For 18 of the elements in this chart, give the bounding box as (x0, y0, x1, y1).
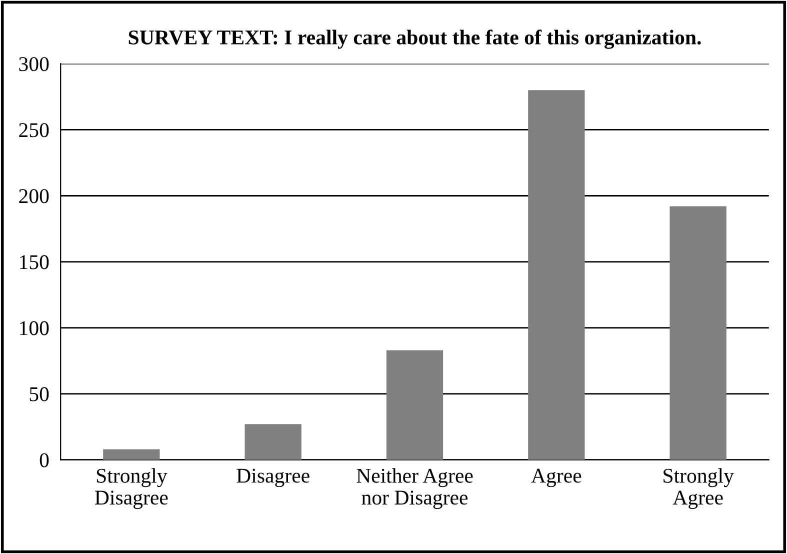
y-tick-label: 100 (20, 321, 49, 336)
x-tick-label: Strongly Disagree (95, 468, 168, 509)
bar (244, 424, 302, 460)
x-tick-label: Disagree (236, 468, 310, 488)
chart-title: SURVEY TEXT: I really care about the fate of this organization. (128, 30, 701, 49)
x-tick-label: Neither Agree nor Disagree (356, 468, 473, 509)
x-tick-label: Agree (531, 468, 582, 488)
x-tick-label: Strongly Agree (664, 468, 734, 509)
bar (386, 350, 444, 460)
y-tick-label: 150 (20, 255, 49, 270)
y-tick-label: 200 (19, 189, 49, 204)
bar (670, 206, 726, 460)
y-tick-label: 300 (19, 57, 49, 72)
y-tick-label: 50 (30, 387, 49, 402)
y-tick-label: 250 (19, 123, 49, 138)
y-tick-label: 0 (40, 453, 49, 468)
bar (528, 90, 585, 460)
bar (103, 449, 160, 460)
